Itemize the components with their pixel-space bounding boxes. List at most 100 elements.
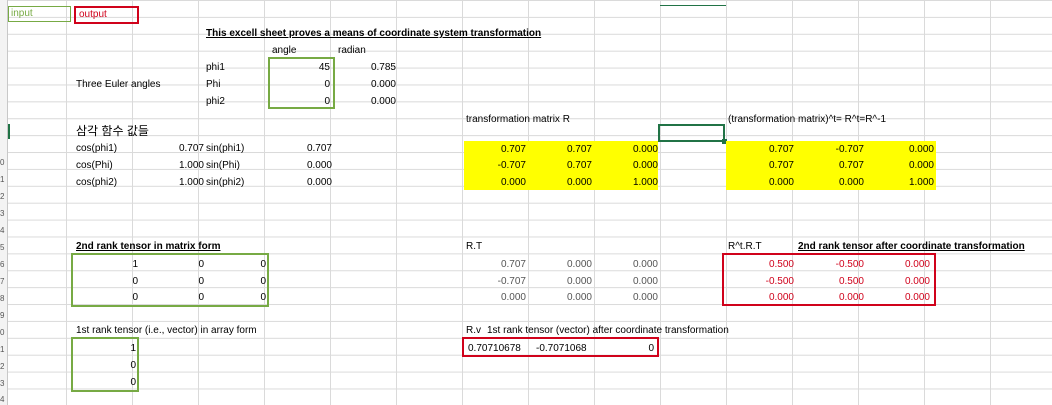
tensor2-title[interactable]: 2nd rank tensor in matrix form <box>76 241 221 252</box>
cos-value[interactable]: 1.000 <box>178 160 204 171</box>
rt-cell[interactable]: 0.000 <box>566 259 592 270</box>
cos-label[interactable]: cos(Phi) <box>76 160 113 171</box>
tensor2-input[interactable]: 0 <box>198 292 204 303</box>
rtrt-cell[interactable]: -0.500 <box>765 276 794 287</box>
matrix-r-cell[interactable]: 0.000 <box>632 160 658 171</box>
angle-input[interactable]: 45 <box>318 62 330 73</box>
row-number[interactable]: 6 <box>0 260 5 269</box>
matrix-rt-title[interactable]: (transformation matrix)^t= R^t=R^-1 <box>728 114 887 125</box>
trig-title[interactable]: 삼각 함수 값들 <box>76 124 149 138</box>
angle-name[interactable]: Phi <box>206 79 221 90</box>
angle-input[interactable]: 0 <box>324 79 330 90</box>
row-number[interactable]: 1 <box>0 345 5 354</box>
euler-angles-label[interactable]: Three Euler angles <box>76 79 161 90</box>
rtrt-cell[interactable]: 0.500 <box>768 259 794 270</box>
rtrt-cell[interactable]: -0.500 <box>835 259 864 270</box>
sin-value[interactable]: 0.707 <box>306 143 332 154</box>
row-number[interactable]: 9 <box>0 311 5 320</box>
cos-value[interactable]: 0.707 <box>178 143 204 154</box>
sin-label[interactable]: sin(phi2) <box>206 177 245 188</box>
tensor2-input[interactable]: 0 <box>132 292 138 303</box>
rv-cell[interactable]: 0 <box>648 343 654 354</box>
sin-value[interactable]: 0.000 <box>306 177 332 188</box>
row-number[interactable]: 4 <box>0 226 5 235</box>
matrix-r-cell[interactable]: -0.707 <box>497 160 526 171</box>
sin-label[interactable]: sin(phi1) <box>206 143 245 154</box>
rt-title[interactable]: R.T <box>466 241 483 252</box>
cos-label[interactable]: cos(phi2) <box>76 177 118 188</box>
matrix-rt-cell[interactable]: -0.707 <box>835 144 864 155</box>
rtrt-cell[interactable]: 0.000 <box>904 259 930 270</box>
matrix-rt-cell[interactable]: 0.707 <box>768 144 794 155</box>
matrix-rt-cell[interactable]: 1.000 <box>908 177 934 188</box>
matrix-rt-cell[interactable]: 0.707 <box>838 160 864 171</box>
matrix-r-cell[interactable]: 0.000 <box>500 177 526 188</box>
rt-cell[interactable]: 0.000 <box>632 276 658 287</box>
tensor2-input[interactable]: 0 <box>132 276 138 287</box>
tensor2-input[interactable]: 0 <box>198 259 204 270</box>
matrix-r-cell[interactable]: 0.000 <box>632 144 658 155</box>
vector-input[interactable]: 0 <box>130 360 136 371</box>
input-legend[interactable]: input <box>8 6 71 22</box>
matrix-r-title[interactable]: transformation matrix R <box>466 114 570 125</box>
row-number[interactable]: 4 <box>0 395 5 404</box>
matrix-r-cell[interactable]: 0.707 <box>566 144 592 155</box>
rtrt-cell[interactable]: 0.500 <box>838 276 864 287</box>
matrix-rt-cell[interactable]: 0.000 <box>838 177 864 188</box>
header-radian[interactable]: radian <box>338 45 366 56</box>
sheet-title[interactable]: This excell sheet proves a means of coor… <box>206 28 542 39</box>
rt-cell[interactable]: -0.707 <box>497 276 526 287</box>
sin-value[interactable]: 0.000 <box>306 160 332 171</box>
rt-cell[interactable]: 0.000 <box>500 292 526 303</box>
angle-name[interactable]: phi2 <box>206 96 225 107</box>
row-number[interactable]: 2 <box>0 192 5 201</box>
vector-input[interactable]: 0 <box>130 377 136 388</box>
output-legend[interactable]: output <box>74 6 139 24</box>
sin-label[interactable]: sin(Phi) <box>206 160 240 171</box>
rtrt-cell[interactable]: 0.000 <box>904 276 930 287</box>
tensor2-input[interactable]: 1 <box>132 259 138 270</box>
row-number[interactable]: 3 <box>0 379 5 388</box>
rt-cell[interactable]: 0.000 <box>566 292 592 303</box>
rtrt-title[interactable]: R^t.R.T <box>728 241 762 252</box>
tensor2-transformed-title[interactable]: 2nd rank tensor after coordinate transfo… <box>798 241 1025 252</box>
row-number[interactable]: 2 <box>0 362 5 371</box>
matrix-r-cell[interactable]: 0.000 <box>566 177 592 188</box>
rt-cell[interactable]: 0.000 <box>632 259 658 270</box>
rv-label[interactable]: R.v <box>466 325 481 336</box>
row-number[interactable]: 3 <box>0 209 5 218</box>
rt-cell[interactable]: 0.000 <box>566 276 592 287</box>
tensor2-input[interactable]: 0 <box>260 292 266 303</box>
matrix-rt-cell[interactable]: 0.707 <box>768 160 794 171</box>
radian-value[interactable]: 0.785 <box>370 62 396 73</box>
rt-cell[interactable]: 0.707 <box>500 259 526 270</box>
vector-transformed-title[interactable]: 1st rank tensor (vector) after coordinat… <box>487 325 729 336</box>
vector-input[interactable]: 1 <box>130 343 136 354</box>
row-number[interactable]: 0 <box>0 158 5 167</box>
radian-value[interactable]: 0.000 <box>370 79 396 90</box>
angle-input[interactable]: 0 <box>324 96 330 107</box>
selected-cell[interactable] <box>658 124 725 142</box>
rv-cell[interactable]: -0.7071068 <box>536 343 587 354</box>
tensor2-input[interactable]: 0 <box>260 259 266 270</box>
cos-value[interactable]: 1.000 <box>178 177 204 188</box>
row-number[interactable]: 7 <box>0 277 5 286</box>
radian-value[interactable]: 0.000 <box>370 96 396 107</box>
rtrt-cell[interactable]: 0.000 <box>768 292 794 303</box>
rt-cell[interactable]: 0.000 <box>632 292 658 303</box>
matrix-r-cell[interactable]: 0.707 <box>500 144 526 155</box>
fill-handle[interactable] <box>722 139 727 144</box>
tensor2-input[interactable]: 0 <box>198 276 204 287</box>
header-angle[interactable]: angle <box>272 45 297 56</box>
vector-title[interactable]: 1st rank tensor (i.e., vector) in array … <box>76 325 257 336</box>
rtrt-cell[interactable]: 0.000 <box>904 292 930 303</box>
row-number[interactable]: 8 <box>0 294 5 303</box>
row-number[interactable]: 1 <box>0 175 5 184</box>
matrix-rt-cell[interactable]: 0.000 <box>908 144 934 155</box>
cos-label[interactable]: cos(phi1) <box>76 143 118 154</box>
row-number[interactable]: 5 <box>0 243 5 252</box>
angle-name[interactable]: phi1 <box>206 62 225 73</box>
matrix-rt-cell[interactable]: 0.000 <box>908 160 934 171</box>
row-number[interactable]: 0 <box>0 328 5 337</box>
rv-cell[interactable]: 0.70710678 <box>468 343 521 354</box>
